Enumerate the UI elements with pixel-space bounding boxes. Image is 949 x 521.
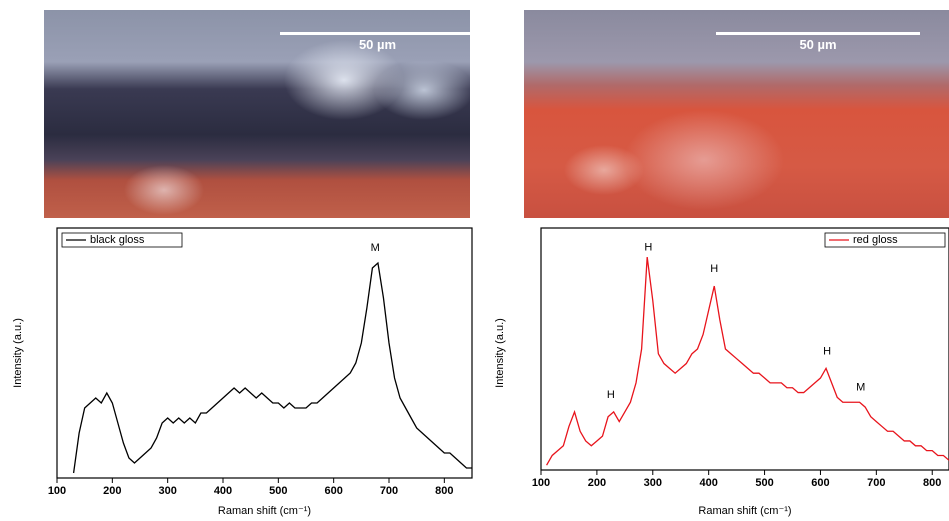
peak-label: H [823,345,831,357]
x-tick-label: 600 [811,477,829,489]
x-tick-label: 300 [644,477,662,489]
x-tick-label: 100 [48,485,66,497]
peak-label: H [607,389,615,401]
x-tick-label: 100 [532,477,550,489]
plot-frame [56,227,473,479]
spectrum-line [546,256,949,466]
x-axis-label: Raman shift (cm⁻¹) [218,505,311,517]
x-tick-label: 800 [435,485,453,497]
x-tick-label: 300 [158,485,176,497]
x-tick-label: 600 [324,485,342,497]
plot-frame [540,227,949,471]
scale-label: 50 µm [358,37,397,52]
legend-label: black gloss [90,234,145,246]
x-tick-label: 200 [103,485,121,497]
scale-label: 50 µm [799,37,837,52]
peak-label: H [644,241,652,253]
x-tick-label: 800 [923,477,941,489]
scale-bar [280,32,470,35]
scale-bar [716,32,920,35]
micrograph: 50 µm [524,10,949,218]
legend-label: red gloss [853,234,898,246]
x-tick-label: 700 [867,477,885,489]
y-axis-label: Intensity (a.u.) [494,318,506,388]
x-tick-label: 700 [380,485,398,497]
spectrum-line [72,261,472,474]
y-axis-label: Intensity (a.u.) [12,318,24,388]
peak-label: M [371,242,380,254]
peak-label: H [710,263,718,275]
micrograph: 50 µm [44,10,470,218]
x-tick-label: 400 [699,477,717,489]
x-tick-label: 500 [269,485,287,497]
x-tick-label: 400 [214,485,232,497]
legend-box [61,232,183,248]
x-axis-label: Raman shift (cm⁻¹) [698,505,791,517]
peak-label: M [856,382,865,394]
x-tick-label: 500 [755,477,773,489]
legend-box [824,232,946,248]
x-tick-label: 200 [588,477,606,489]
